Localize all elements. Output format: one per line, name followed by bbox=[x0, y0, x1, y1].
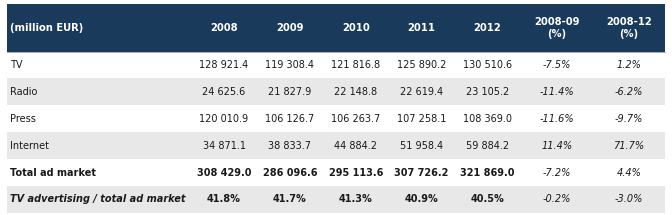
Text: 125 890.2: 125 890.2 bbox=[397, 60, 446, 70]
Bar bbox=[7, 78, 665, 105]
Text: 2009: 2009 bbox=[276, 23, 304, 33]
Bar bbox=[7, 159, 665, 186]
Text: 119 308.4: 119 308.4 bbox=[265, 60, 314, 70]
Text: 2008: 2008 bbox=[210, 23, 238, 33]
Text: -9.7%: -9.7% bbox=[615, 114, 643, 124]
Text: -7.5%: -7.5% bbox=[542, 60, 571, 70]
Text: 22 148.8: 22 148.8 bbox=[334, 87, 377, 97]
Text: 286 096.6: 286 096.6 bbox=[263, 167, 317, 178]
Text: 295 113.6: 295 113.6 bbox=[329, 167, 383, 178]
Text: 1.2%: 1.2% bbox=[617, 60, 642, 70]
Text: 21 827.9: 21 827.9 bbox=[268, 87, 312, 97]
Text: 34 871.1: 34 871.1 bbox=[202, 141, 245, 151]
Text: 2008-12
(%): 2008-12 (%) bbox=[606, 17, 652, 39]
Text: 11.4%: 11.4% bbox=[541, 141, 572, 151]
Text: Internet: Internet bbox=[10, 141, 49, 151]
Text: 106 126.7: 106 126.7 bbox=[265, 114, 314, 124]
Text: 321 869.0: 321 869.0 bbox=[460, 167, 515, 178]
Text: (million EUR): (million EUR) bbox=[10, 23, 83, 33]
Text: 121 816.8: 121 816.8 bbox=[331, 60, 380, 70]
Bar bbox=[7, 52, 665, 78]
Text: 23 105.2: 23 105.2 bbox=[466, 87, 509, 97]
Bar bbox=[7, 4, 665, 52]
Text: -7.2%: -7.2% bbox=[542, 167, 571, 178]
Text: Press: Press bbox=[10, 114, 36, 124]
Text: 2008-09
(%): 2008-09 (%) bbox=[534, 17, 579, 39]
Text: 38 833.7: 38 833.7 bbox=[268, 141, 311, 151]
Text: 2012: 2012 bbox=[474, 23, 501, 33]
Text: -11.4%: -11.4% bbox=[540, 87, 574, 97]
Text: 22 619.4: 22 619.4 bbox=[400, 87, 443, 97]
Text: 71.7%: 71.7% bbox=[614, 141, 644, 151]
Text: 44 884.2: 44 884.2 bbox=[334, 141, 377, 151]
Bar bbox=[7, 186, 665, 213]
Text: -0.2%: -0.2% bbox=[542, 194, 571, 204]
Text: 41.3%: 41.3% bbox=[339, 194, 373, 204]
Text: 40.5%: 40.5% bbox=[470, 194, 505, 204]
Text: 128 921.4: 128 921.4 bbox=[200, 60, 249, 70]
Text: -6.2%: -6.2% bbox=[615, 87, 643, 97]
Text: 308 429.0: 308 429.0 bbox=[197, 167, 251, 178]
Bar bbox=[7, 132, 665, 159]
Text: 41.7%: 41.7% bbox=[273, 194, 307, 204]
Text: -3.0%: -3.0% bbox=[615, 194, 643, 204]
Text: 4.4%: 4.4% bbox=[617, 167, 642, 178]
Text: 120 010.9: 120 010.9 bbox=[200, 114, 249, 124]
Text: 107 258.1: 107 258.1 bbox=[397, 114, 446, 124]
Text: 41.8%: 41.8% bbox=[207, 194, 241, 204]
Text: 130 510.6: 130 510.6 bbox=[463, 60, 512, 70]
Text: Total ad market: Total ad market bbox=[10, 167, 96, 178]
Text: 2011: 2011 bbox=[408, 23, 435, 33]
Text: 2010: 2010 bbox=[342, 23, 370, 33]
Text: 51 958.4: 51 958.4 bbox=[400, 141, 443, 151]
Text: 59 884.2: 59 884.2 bbox=[466, 141, 509, 151]
Text: TV advertising / total ad market: TV advertising / total ad market bbox=[10, 194, 185, 204]
Text: Radio: Radio bbox=[10, 87, 38, 97]
Text: 106 263.7: 106 263.7 bbox=[331, 114, 380, 124]
Text: 307 726.2: 307 726.2 bbox=[394, 167, 449, 178]
Text: 108 369.0: 108 369.0 bbox=[463, 114, 512, 124]
Text: -11.6%: -11.6% bbox=[540, 114, 574, 124]
Text: 24 625.6: 24 625.6 bbox=[202, 87, 246, 97]
Text: TV: TV bbox=[10, 60, 23, 70]
Text: 40.9%: 40.9% bbox=[405, 194, 439, 204]
Bar bbox=[7, 105, 665, 132]
